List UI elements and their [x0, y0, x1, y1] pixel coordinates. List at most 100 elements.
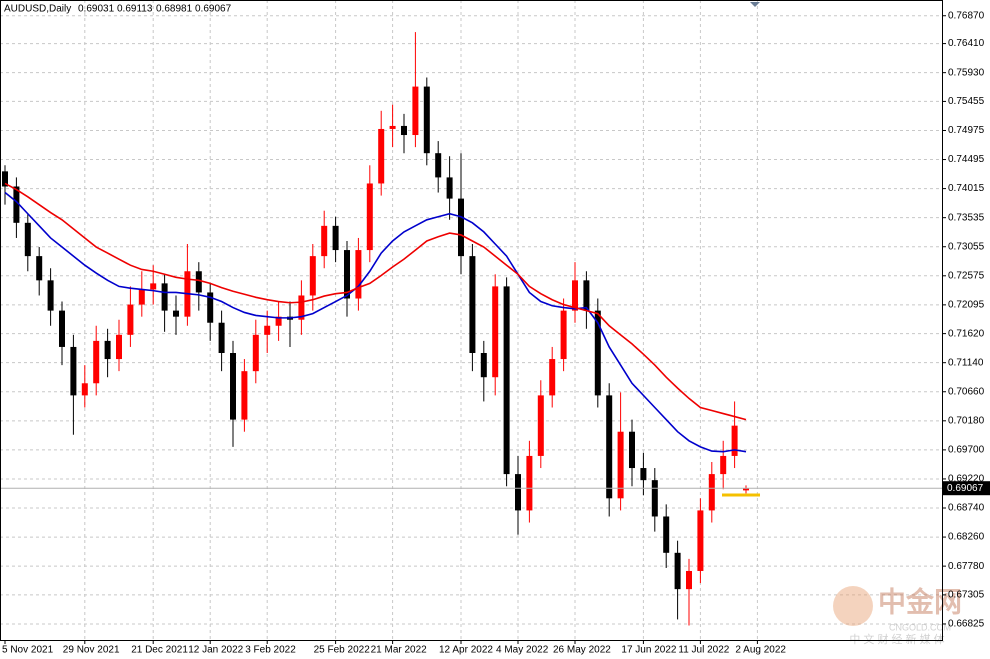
y-tick-label: 0.74975 — [948, 125, 985, 136]
candle-body — [492, 286, 499, 378]
candle-body — [708, 474, 715, 511]
candle-body — [423, 86, 430, 154]
y-tick-label: 0.76870 — [948, 10, 985, 21]
candle-body — [104, 340, 111, 360]
y-tick-label: 0.73535 — [948, 212, 985, 223]
candle-body — [59, 310, 65, 347]
x-tick-label: 21 Mar 2022 — [371, 645, 428, 656]
candle-body — [640, 468, 647, 481]
watermark-domain: CNGOLD.COM — [889, 622, 951, 632]
x-tick-label: 12 Jan 2022 — [188, 645, 243, 656]
x-tick-label: 4 May 2022 — [496, 645, 549, 656]
candle-body — [606, 395, 613, 499]
candle-body — [127, 304, 134, 335]
candle-body — [583, 280, 590, 311]
candle-body — [686, 570, 692, 590]
plot-frame — [0, 0, 943, 641]
x-tick-label: 29 Nov 2021 — [63, 645, 120, 656]
candle-body — [526, 455, 533, 511]
y-tick-label: 0.72575 — [948, 270, 985, 281]
candle-body — [435, 153, 442, 178]
candle-body — [36, 256, 43, 281]
candle-body — [560, 310, 567, 360]
header-high: 0.69113 — [117, 4, 153, 15]
candle-body — [195, 271, 202, 293]
candle-body — [594, 310, 601, 396]
candle-body — [663, 516, 670, 553]
y-tick-label: 0.73055 — [948, 241, 985, 252]
x-tick-label: 5 Nov 2021 — [2, 645, 54, 656]
candle-body — [230, 352, 236, 420]
candle-body — [47, 280, 54, 311]
candle-body — [731, 425, 738, 456]
candle-body — [743, 488, 749, 491]
y-tick-label: 0.74495 — [948, 154, 985, 165]
candle-body — [252, 334, 259, 372]
candle-body — [207, 292, 214, 323]
candle-body — [309, 256, 316, 296]
candle-body — [480, 352, 487, 378]
candle-body — [469, 256, 476, 353]
candle-body — [332, 225, 339, 251]
y-tick-label: 0.68260 — [948, 532, 985, 543]
candle-body — [389, 125, 396, 129]
moving-average-line — [4, 182, 747, 421]
candle-body — [401, 125, 407, 136]
candle-body — [264, 325, 271, 335]
y-tick-label: 0.70660 — [948, 386, 985, 397]
y-tick-label: 0.69220 — [948, 474, 985, 485]
candle-body — [150, 283, 157, 290]
candle-body — [378, 128, 385, 184]
candle-body — [412, 86, 419, 136]
x-tick-label: 2 Aug 2022 — [735, 645, 786, 656]
candle-body — [572, 280, 578, 311]
candle-body — [93, 340, 100, 384]
current-price-label: 0.69067 — [947, 483, 984, 494]
candle-body — [697, 510, 704, 571]
candle-body — [241, 371, 248, 420]
candle-body — [81, 383, 88, 396]
y-tick-label: 0.69700 — [948, 445, 985, 456]
candle-body — [116, 334, 122, 360]
y-tick-label: 0.66825 — [948, 619, 985, 630]
plot — [0, 32, 942, 626]
candle-body — [70, 346, 77, 396]
header-open: 0.69031 — [78, 4, 115, 15]
candle-body — [549, 359, 556, 396]
candle-body — [458, 198, 464, 257]
y-tick-label: 0.72095 — [948, 300, 985, 311]
x-tick-label: 26 May 2022 — [553, 645, 611, 656]
candle-body — [13, 186, 20, 223]
candle-body — [298, 295, 305, 320]
candle-body — [674, 552, 681, 590]
candle-body — [275, 316, 282, 326]
watermark: 中金网 CNGOLD.COM 中 文 财 经 新 媒 体 — [833, 585, 962, 646]
y-tick-label: 0.75455 — [948, 96, 985, 107]
y-tick-label: 0.68740 — [948, 503, 985, 514]
x-tick-label: 25 Feb 2022 — [314, 645, 371, 656]
candle-body — [446, 177, 453, 199]
axes: 0.76870 0.76410 0.75930 0.75455 0.74975 0.744… — [2, 10, 990, 656]
chart-title: AUDUSD,Daily — [4, 4, 71, 15]
y-tick-label: 0.76410 — [948, 38, 985, 49]
y-tick-label: 0.70180 — [948, 415, 985, 426]
candle-body — [629, 431, 635, 469]
watermark-tagline: 中 文 财 经 新 媒 体 — [849, 632, 944, 646]
y-tick-label: 0.71620 — [948, 328, 985, 339]
candle-body — [173, 310, 179, 317]
x-tick-label: 3 Feb 2022 — [245, 645, 296, 656]
candle-body — [515, 474, 521, 511]
y-tick-label: 0.74015 — [948, 183, 985, 194]
candle-body — [503, 286, 510, 475]
x-tick-label: 21 Dec 2021 — [131, 645, 188, 656]
candle-body — [617, 431, 624, 499]
y-tick-label: 0.67305 — [948, 590, 985, 601]
watermark-title: 中金网 — [878, 585, 962, 617]
candle-body — [161, 283, 168, 311]
candle-body — [366, 183, 373, 251]
candle-body — [138, 289, 145, 305]
x-tick-label: 12 Apr 2022 — [439, 645, 493, 656]
y-tick-label: 0.75930 — [948, 67, 985, 78]
current-price-box — [943, 481, 990, 496]
